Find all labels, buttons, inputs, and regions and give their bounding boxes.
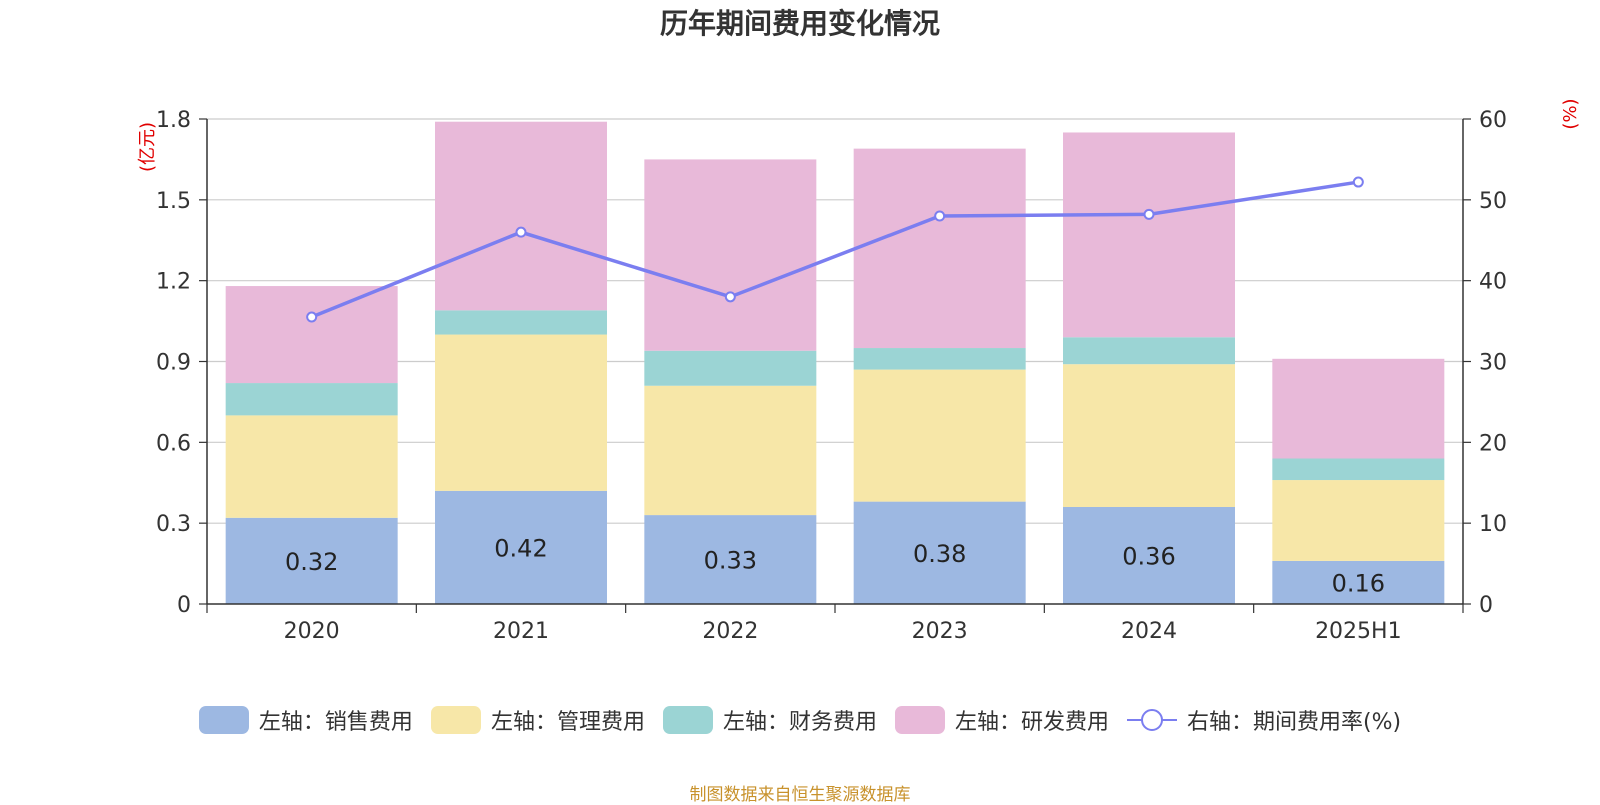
- right-axis-tick-label: 30: [1479, 351, 1507, 376]
- bar-data-label: 0.32: [285, 548, 338, 576]
- rate-point: [515, 226, 527, 238]
- bar-segment-3: [644, 159, 817, 351]
- data-labels: 0.32 0.42 0.33 0.38 0.36 0.16: [285, 534, 1385, 597]
- right-axis-tick-label: 10: [1479, 512, 1507, 537]
- bar-segment-1: [1063, 364, 1235, 507]
- bar-segment-2: [225, 383, 398, 416]
- bar-segment-0: [1063, 507, 1235, 604]
- bar-segment-1: [853, 369, 1026, 502]
- x-axis-category-label: 2020: [284, 619, 340, 644]
- right-axis-unit-label: (%): [1560, 98, 1581, 129]
- rate-line-layer: [306, 176, 1364, 323]
- left-axis-tick-label: 1.2: [156, 270, 191, 295]
- legend-item-0[interactable]: 左轴：销售费用: [198, 704, 413, 736]
- bar-segment-3: [1272, 358, 1445, 459]
- bar-data-label: 0.36: [1122, 543, 1175, 571]
- bar-segment-2: [1063, 337, 1235, 365]
- axes: 0 0.3 0.6 0.9 1.2 1.5 1.8 0 10 20 30 40 50 60 (亿元) (%) 2…: [137, 98, 1581, 644]
- bar-segment-0: [853, 501, 1026, 604]
- legend-swatch: [1126, 706, 1177, 734]
- legend-item-4[interactable]: 右轴：期间费用率(%): [1126, 704, 1402, 736]
- bar-segment-2: [853, 348, 1026, 370]
- legend-item-2[interactable]: 左轴：财务费用: [662, 704, 877, 736]
- bar-data-label: 0.16: [1332, 569, 1385, 597]
- bar-segment-2: [644, 350, 817, 386]
- right-axis-tick-label: 60: [1479, 108, 1507, 133]
- bar-segment-0: [644, 515, 817, 604]
- right-axis-tick-label: 50: [1479, 189, 1507, 214]
- rate-point: [1143, 208, 1155, 220]
- right-axis-tick-label: 20: [1479, 431, 1507, 456]
- bar-segment-3: [853, 148, 1026, 349]
- rate-point: [306, 311, 318, 323]
- bar-segment-2: [435, 310, 607, 335]
- left-axis-tick-label: 1.8: [156, 108, 191, 133]
- legend-item-1[interactable]: 左轴：管理费用: [430, 704, 645, 736]
- bar-data-label: 0.38: [913, 540, 966, 568]
- bar-segment-1: [435, 334, 607, 491]
- legend-marker: [1140, 709, 1163, 731]
- bar-segment-3: [435, 121, 607, 311]
- legend-label: 左轴：研发费用: [954, 710, 1109, 735]
- x-axis-category-label: 2024: [1121, 619, 1177, 644]
- bar-segment-0: [435, 490, 607, 604]
- rate-point: [934, 210, 946, 222]
- left-axis-tick-label: 0.9: [156, 351, 191, 376]
- left-axis-tick-label: 1.5: [156, 189, 191, 214]
- left-axis-tick-label: 0.6: [156, 431, 191, 456]
- legend-label: 右轴：期间费用率(%): [1186, 710, 1402, 735]
- left-axis-unit-label: (亿元): [137, 122, 158, 172]
- bar-segment-0: [225, 517, 398, 604]
- chart-canvas: 0 0.3 0.6 0.9 1.2 1.5 1.8 0 10 20 30 40 50 60 (亿元) (%) 2…: [137, 98, 1581, 644]
- legend-label: 左轴：管理费用: [490, 710, 645, 735]
- legend-item-3[interactable]: 左轴：研发费用: [894, 704, 1109, 736]
- bar-layer: [225, 121, 1445, 604]
- bar-segment-1: [644, 385, 817, 516]
- x-axis-category-label: 2021: [493, 619, 549, 644]
- grid-lines: [207, 118, 1463, 524]
- bar-segment-1: [225, 415, 398, 518]
- legend: 左轴：销售费用 左轴：管理费用 左轴：财务费用 左轴：研发费用 右轴：期间费用率(%): [0, 702, 1600, 738]
- legend-swatch: [430, 706, 481, 734]
- bar-segment-2: [1272, 458, 1445, 481]
- legend-swatch: [198, 706, 249, 734]
- legend-swatch: [662, 706, 713, 734]
- rate-point: [724, 291, 736, 303]
- bar-segment-3: [225, 286, 398, 384]
- bar-data-label: 0.33: [704, 547, 757, 575]
- legend-label: 左轴：财务费用: [722, 710, 877, 735]
- legend-swatch: [894, 706, 945, 734]
- x-axis-category-label: 2025H1: [1315, 619, 1402, 644]
- bar-segment-1: [1272, 480, 1445, 561]
- x-axis-category-label: 2022: [702, 619, 758, 644]
- rate-line: [311, 180, 1359, 319]
- left-axis-tick-label: 0: [177, 593, 191, 618]
- rate-point: [1352, 176, 1364, 188]
- right-axis-tick-label: 0: [1479, 593, 1493, 618]
- source-note: 制图数据来自恒生聚源数据库: [689, 785, 911, 805]
- right-axis-tick-label: 40: [1479, 270, 1507, 295]
- chart-title: 历年期间费用变化情况: [659, 7, 940, 40]
- legend-label: 左轴：销售费用: [258, 710, 413, 735]
- bar-segment-0: [1272, 560, 1445, 604]
- bar-data-label: 0.42: [494, 534, 547, 562]
- bar-segment-3: [1063, 132, 1235, 338]
- left-axis-tick-label: 0.3: [156, 512, 191, 537]
- x-axis-category-label: 2023: [912, 619, 968, 644]
